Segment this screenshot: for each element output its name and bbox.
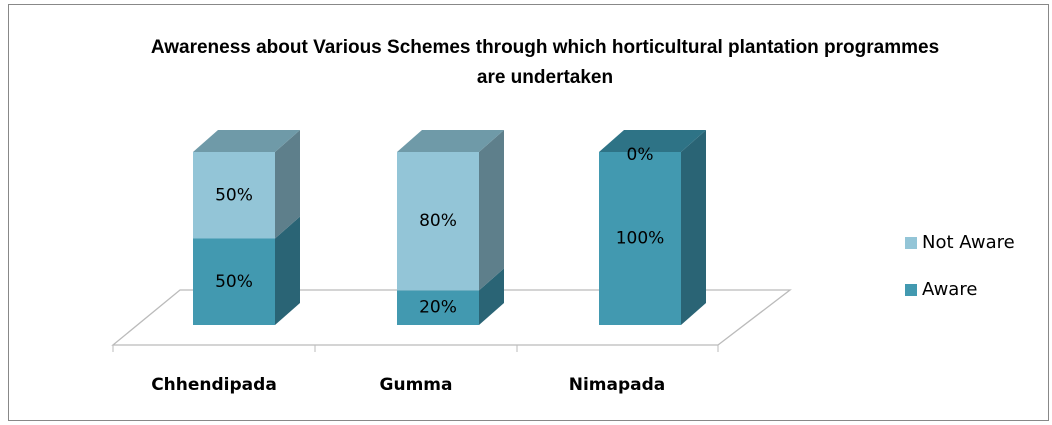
chart-border <box>8 4 1049 421</box>
bar-side <box>479 130 504 291</box>
bar-side <box>681 130 706 325</box>
data-label: 20% <box>419 298 457 318</box>
legend-swatch <box>905 237 917 249</box>
bar-segment <box>397 290 479 325</box>
bar-side <box>275 216 300 325</box>
legend-label: Not Aware <box>922 232 1015 253</box>
bar-top <box>599 130 706 152</box>
bar-top <box>397 130 504 152</box>
bar-segment <box>397 152 479 291</box>
x-tick-label: Gumma <box>380 375 453 395</box>
x-tick-label: Chhendipada <box>151 375 277 395</box>
x-tick-label: Nimapada <box>569 375 666 395</box>
chart-title: Awareness about Various Schemes through … <box>151 37 939 88</box>
data-label: 100% <box>616 229 665 249</box>
data-label: 0% <box>627 145 654 165</box>
bar-segment <box>599 152 681 325</box>
bar-side <box>479 268 504 325</box>
legend-label: Aware <box>922 279 977 300</box>
data-label: 50% <box>215 272 253 292</box>
bar-segment <box>193 238 275 325</box>
data-label: 50% <box>215 185 253 205</box>
bar-segment <box>193 152 275 239</box>
legend-swatch <box>905 284 917 296</box>
floor <box>111 289 792 346</box>
bar-side <box>275 130 300 239</box>
bar-top <box>193 130 300 152</box>
data-label: 80% <box>419 211 457 231</box>
